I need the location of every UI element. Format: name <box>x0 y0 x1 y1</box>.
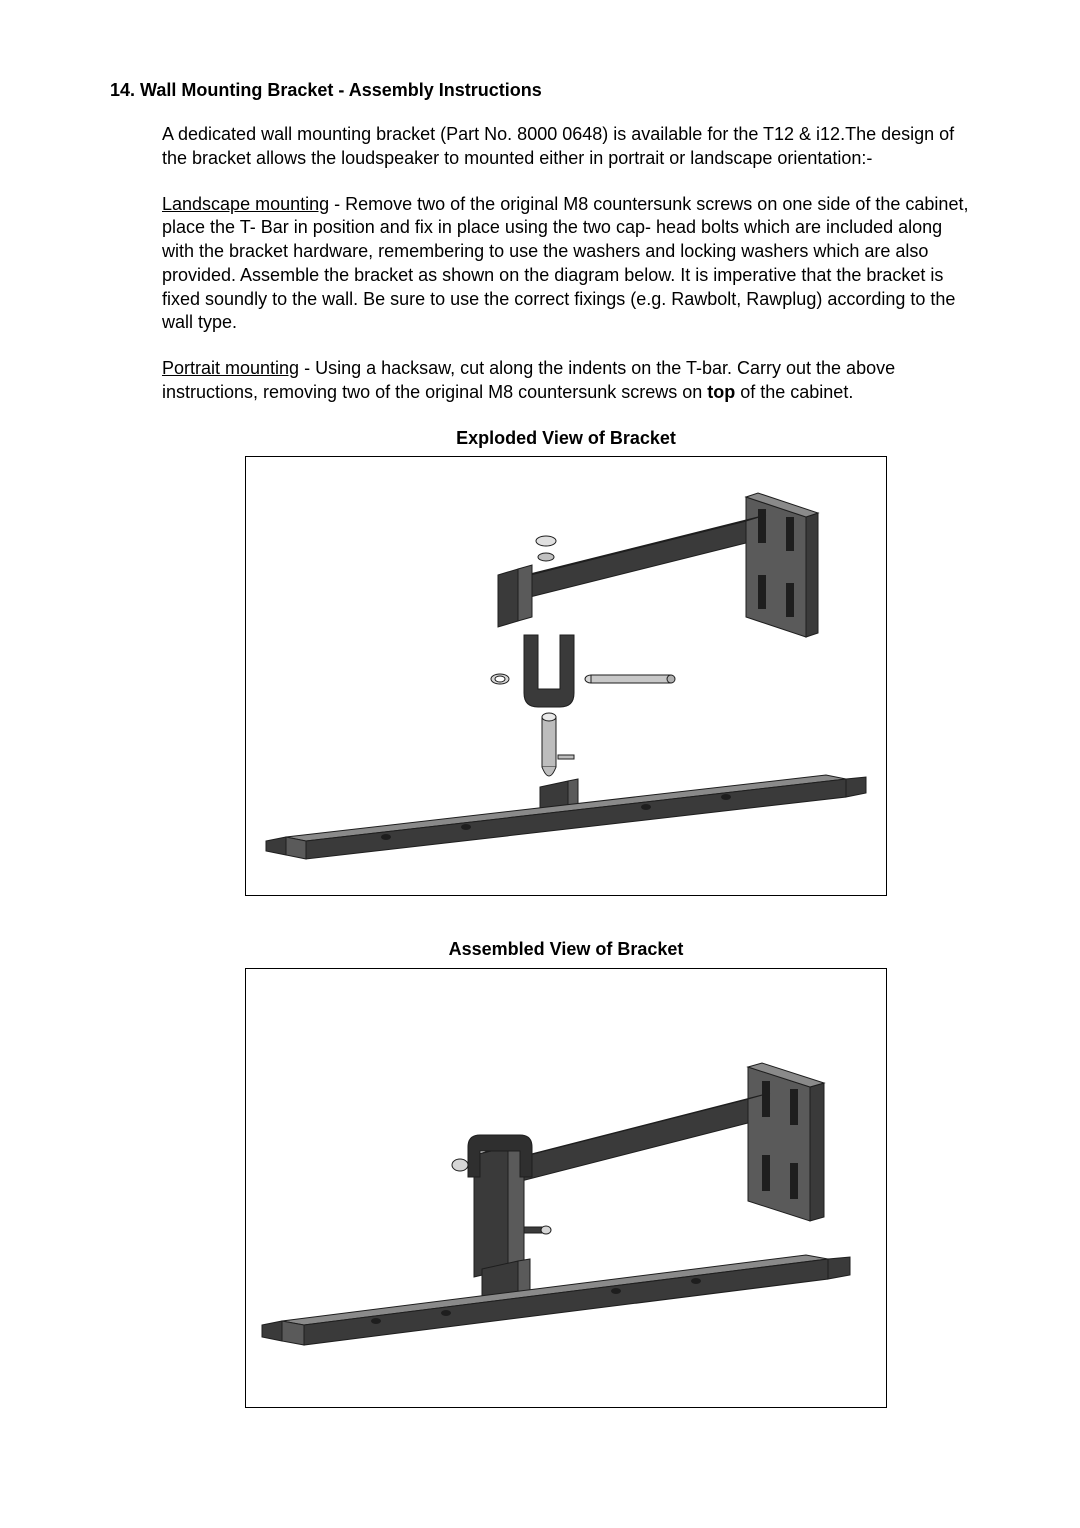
assembled-bracket-diagram <box>246 969 886 1407</box>
portrait-bold: top <box>707 382 735 402</box>
portrait-text-b: of the cabinet. <box>735 382 853 402</box>
figure1-exploded-view <box>245 456 887 896</box>
portrait-paragraph: Portrait mounting - Using a hacksaw, cut… <box>162 357 970 405</box>
figure2-caption: Assembled View of Bracket <box>162 938 970 962</box>
landscape-label: Landscape mounting <box>162 194 329 214</box>
section-heading: 14. Wall Mounting Bracket - Assembly Ins… <box>110 80 970 101</box>
body-text: A dedicated wall mounting bracket (Part … <box>162 123 970 1408</box>
figure1-caption: Exploded View of Bracket <box>162 427 970 451</box>
landscape-text: - Remove two of the original M8 counters… <box>162 194 968 333</box>
exploded-bracket-diagram <box>246 457 886 895</box>
landscape-paragraph: Landscape mounting - Remove two of the o… <box>162 193 970 336</box>
intro-paragraph: A dedicated wall mounting bracket (Part … <box>162 123 970 171</box>
portrait-label: Portrait mounting <box>162 358 299 378</box>
figure2-assembled-view <box>245 968 887 1408</box>
